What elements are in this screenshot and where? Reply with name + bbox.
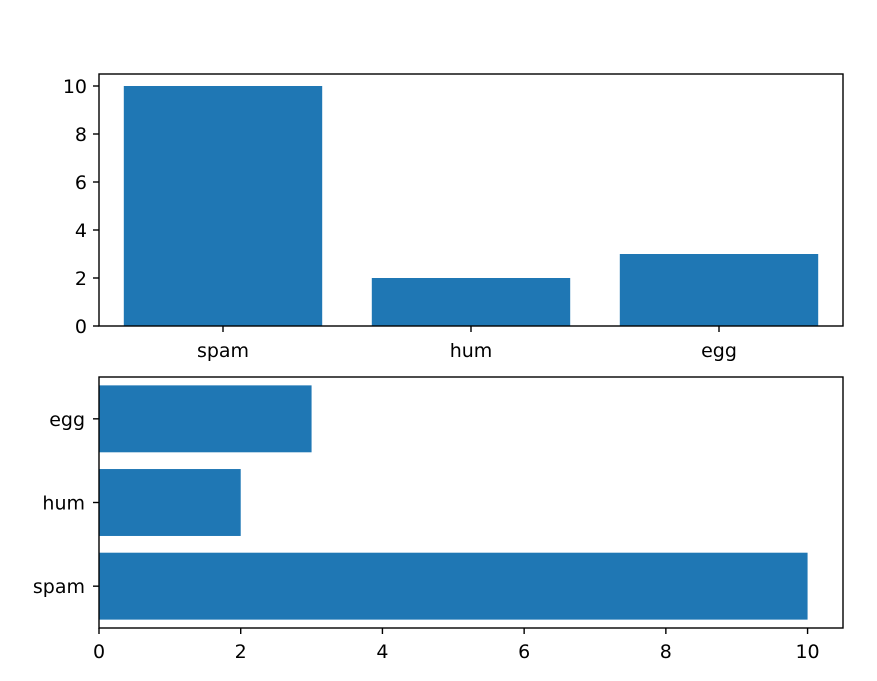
x-tick-label: hum [450,340,493,362]
x-tick-label: 6 [518,641,530,663]
y-tick-label: 0 [75,316,87,338]
x-tick-label: 2 [235,641,247,663]
x-tick-label: 8 [660,641,672,663]
horizontal-bar-chart: spam hum egg 0 2 4 6 8 10 [33,376,844,663]
top-axes-frame [98,73,844,327]
x-tick-label: 4 [376,641,388,663]
x-tick-label: 0 [93,641,105,663]
x-tick-label: egg [701,340,737,362]
hbar-egg [99,385,312,453]
x-tick-label: spam [197,340,249,362]
bar-hum [371,278,571,326]
bottom-axes-frame [98,376,844,629]
y-tick-label: 6 [75,172,87,194]
y-tick-label: egg [49,409,85,431]
hbar-spam [99,552,808,620]
bar-egg [619,254,819,326]
hbar-hum [99,469,241,536]
y-tick-label: 10 [63,76,87,98]
y-tick-label: 8 [75,124,87,146]
y-tick-label: spam [33,576,85,598]
y-tick-label: hum [42,493,85,515]
vertical-bar-chart: spam hum egg 0 2 4 6 8 10 [63,73,844,362]
y-tick-label: 4 [75,220,87,242]
x-tick-label: 10 [795,641,819,663]
y-tick-label: 2 [75,268,87,290]
bar-spam [123,86,323,326]
